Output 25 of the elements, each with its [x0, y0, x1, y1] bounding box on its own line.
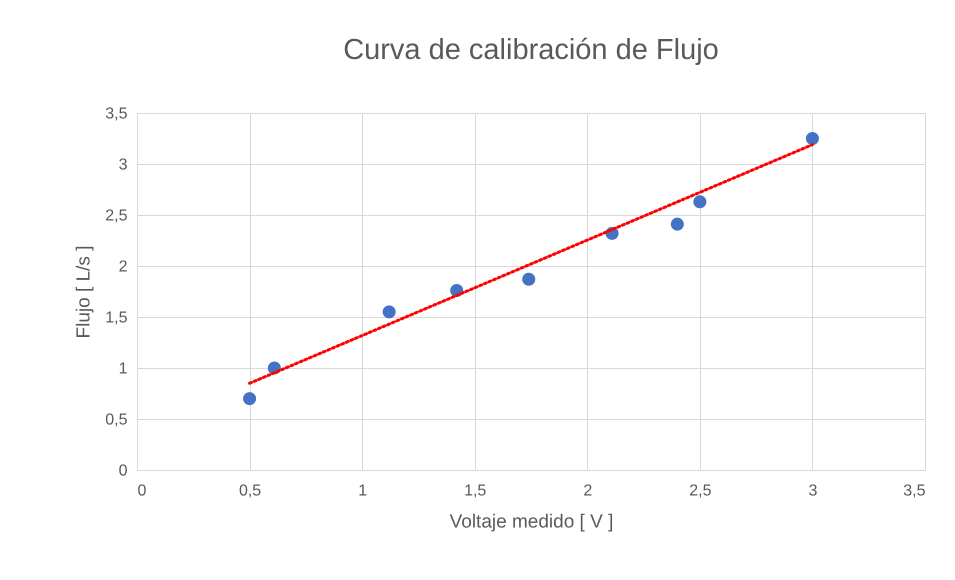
y-tick-label: 3 [118, 156, 128, 174]
point [806, 132, 819, 146]
y-tick-label: 1 [118, 360, 128, 378]
x-tick-label: 2,5 [689, 482, 712, 500]
x-tick-label: 0 [138, 482, 146, 500]
x-tick-label: 2 [583, 482, 592, 500]
chart-title: Curva de calibración de Flujo [343, 34, 719, 66]
y-tick-label: 3,5 [105, 106, 128, 122]
point [670, 218, 684, 231]
y-tick-label: 1,5 [105, 310, 128, 326]
y-tick-label: 2,5 [105, 208, 128, 224]
y-axis-title: Flujo [ L/s ] [73, 246, 94, 338]
x-axis-title: Voltaje medido [ V ] [450, 512, 614, 532]
x-tick-label: 0,5 [238, 482, 262, 500]
y-tick-label: 0,5 [105, 412, 128, 428]
x-tick-label: 3,5 [903, 482, 926, 500]
x-tick-label: 1 [358, 482, 368, 500]
y-tick-label: 2 [118, 258, 128, 276]
x-tick-label: 3 [808, 482, 818, 500]
x-tick-label: 1,5 [464, 482, 486, 500]
y-tick-label: 0 [118, 462, 128, 480]
point [243, 392, 256, 406]
point [693, 195, 706, 208]
point [382, 305, 396, 318]
point [522, 272, 536, 286]
